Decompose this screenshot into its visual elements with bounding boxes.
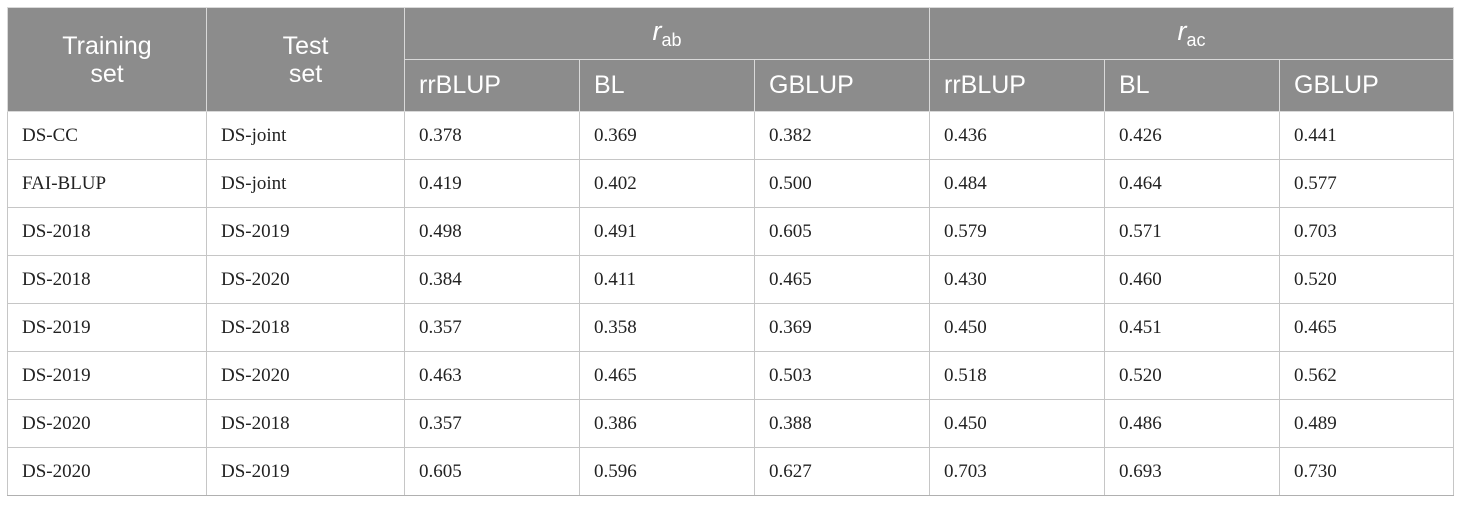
cell-rab-bl: 0.358 <box>579 303 755 352</box>
cell-rab-gblup: 0.500 <box>754 159 930 208</box>
cell-training-set: DS-2020 <box>7 399 207 448</box>
cell-rac-bl: 0.451 <box>1104 303 1280 352</box>
cell-rab-rrblup: 0.357 <box>404 303 580 352</box>
table-row: FAI-BLUP DS-joint 0.419 0.402 0.500 0.484 0.46… <box>7 159 1455 208</box>
cell-rab-gblup: 0.465 <box>754 255 930 304</box>
group-rac-subscript: ac <box>1186 30 1206 50</box>
cell-rac-gblup: 0.520 <box>1278 255 1455 304</box>
group-rab-symbol: r <box>652 16 662 46</box>
cell-rab-rrblup: 0.605 <box>404 447 580 496</box>
cell-rac-rrblup: 0.484 <box>929 159 1105 208</box>
cell-rab-bl: 0.491 <box>579 207 755 256</box>
header-training-set: Training set <box>7 7 207 112</box>
cell-rac-gblup: 0.465 <box>1278 303 1455 352</box>
cell-training-set: DS-CC <box>7 111 207 160</box>
cell-test-set: DS-2020 <box>206 351 405 400</box>
table-header: Training set Test set rab rac rrBLUP BL … <box>7 7 1455 112</box>
group-rac-symbol: r <box>1177 16 1187 46</box>
cell-rac-bl: 0.460 <box>1104 255 1280 304</box>
cell-rab-bl: 0.596 <box>579 447 755 496</box>
table-row: DS-2020 DS-2019 0.605 0.596 0.627 0.703 0.693 0… <box>7 447 1455 496</box>
header-training-set-line2: set <box>90 59 124 88</box>
cell-rac-bl: 0.486 <box>1104 399 1280 448</box>
cell-rac-rrblup: 0.518 <box>929 351 1105 400</box>
cell-rac-gblup: 0.441 <box>1278 111 1455 160</box>
header-method-rac-rrblup: rrBLUP <box>929 59 1105 112</box>
cell-rab-rrblup: 0.463 <box>404 351 580 400</box>
cell-rab-rrblup: 0.378 <box>404 111 580 160</box>
cell-rac-rrblup: 0.430 <box>929 255 1105 304</box>
cell-rac-bl: 0.464 <box>1104 159 1280 208</box>
results-table: Training set Test set rab rac rrBLUP BL … <box>7 7 1455 496</box>
cell-rab-gblup: 0.382 <box>754 111 930 160</box>
header-method-rab-gblup: GBLUP <box>754 59 930 112</box>
cell-test-set: DS-2020 <box>206 255 405 304</box>
cell-rac-bl: 0.693 <box>1104 447 1280 496</box>
cell-rac-rrblup: 0.450 <box>929 303 1105 352</box>
cell-rac-bl: 0.571 <box>1104 207 1280 256</box>
cell-rac-gblup: 0.703 <box>1278 207 1455 256</box>
cell-test-set: DS-joint <box>206 111 405 160</box>
cell-rab-gblup: 0.369 <box>754 303 930 352</box>
cell-rab-gblup: 0.605 <box>754 207 930 256</box>
table-row: DS-2019 DS-2018 0.357 0.358 0.369 0.450 0.451 0… <box>7 303 1455 352</box>
cell-rac-gblup: 0.562 <box>1278 351 1455 400</box>
cell-rac-gblup: 0.489 <box>1278 399 1455 448</box>
cell-rab-gblup: 0.627 <box>754 447 930 496</box>
cell-test-set: DS-joint <box>206 159 405 208</box>
table-row: DS-2018 DS-2020 0.384 0.411 0.465 0.430 0.460 0… <box>7 255 1455 304</box>
table-row: DS-2018 DS-2019 0.498 0.491 0.605 0.579 0.571 0… <box>7 207 1455 256</box>
cell-training-set: FAI-BLUP <box>7 159 207 208</box>
cell-rac-gblup: 0.577 <box>1278 159 1455 208</box>
cell-rac-bl: 0.426 <box>1104 111 1280 160</box>
header-row-methods: rrBLUP BL GBLUP rrBLUP BL GBLUP <box>8 59 1455 112</box>
cell-test-set: DS-2018 <box>206 399 405 448</box>
header-row-groups: Training set Test set rab rac <box>7 7 1455 112</box>
header-method-rac-gblup: GBLUP <box>1278 59 1455 112</box>
header-test-set: Test set <box>206 7 405 112</box>
cell-rab-bl: 0.369 <box>579 111 755 160</box>
header-test-set-line2: set <box>288 59 323 88</box>
cell-test-set: DS-2019 <box>206 447 405 496</box>
cell-rac-gblup: 0.730 <box>1278 447 1455 496</box>
cell-rab-rrblup: 0.357 <box>404 399 580 448</box>
header-group-rab: rab <box>404 7 930 60</box>
cell-training-set: DS-2018 <box>7 207 207 256</box>
table-row: DS-2019 DS-2020 0.463 0.465 0.503 0.518 0.520 0… <box>7 351 1455 400</box>
cell-rab-gblup: 0.503 <box>754 351 930 400</box>
table-row: DS-CC DS-joint 0.378 0.369 0.382 0.436 0.426 0.… <box>7 111 1455 160</box>
cell-rac-bl: 0.520 <box>1104 351 1280 400</box>
cell-rab-bl: 0.465 <box>579 351 755 400</box>
header-method-rab-bl: BL <box>579 59 755 112</box>
cell-rab-gblup: 0.388 <box>754 399 930 448</box>
table-row: DS-2020 DS-2018 0.357 0.386 0.388 0.450 0.486 0… <box>7 399 1455 448</box>
cell-test-set: DS-2019 <box>206 207 405 256</box>
cell-rac-rrblup: 0.450 <box>929 399 1105 448</box>
header-test-set-line1: Test <box>282 31 329 60</box>
cell-training-set: DS-2019 <box>7 303 207 352</box>
header-method-rac-bl: BL <box>1104 59 1280 112</box>
cell-rac-rrblup: 0.436 <box>929 111 1105 160</box>
cell-rab-bl: 0.402 <box>579 159 755 208</box>
header-group-rac: rac <box>928 7 1455 60</box>
header-method-rab-rrblup: rrBLUP <box>404 59 580 112</box>
header-training-set-line1: Training <box>62 31 152 60</box>
cell-rac-rrblup: 0.703 <box>929 447 1105 496</box>
cell-training-set: DS-2019 <box>7 351 207 400</box>
group-rab-subscript: ab <box>661 30 682 50</box>
table-body: DS-CC DS-joint 0.378 0.369 0.382 0.436 0.426 0.… <box>7 111 1455 496</box>
cell-rab-rrblup: 0.419 <box>404 159 580 208</box>
cell-training-set: DS-2020 <box>7 447 207 496</box>
cell-training-set: DS-2018 <box>7 255 207 304</box>
cell-rab-rrblup: 0.384 <box>404 255 580 304</box>
cell-rab-rrblup: 0.498 <box>404 207 580 256</box>
cell-test-set: DS-2018 <box>206 303 405 352</box>
cell-rab-bl: 0.386 <box>579 399 755 448</box>
cell-rab-bl: 0.411 <box>579 255 755 304</box>
cell-rac-rrblup: 0.579 <box>929 207 1105 256</box>
